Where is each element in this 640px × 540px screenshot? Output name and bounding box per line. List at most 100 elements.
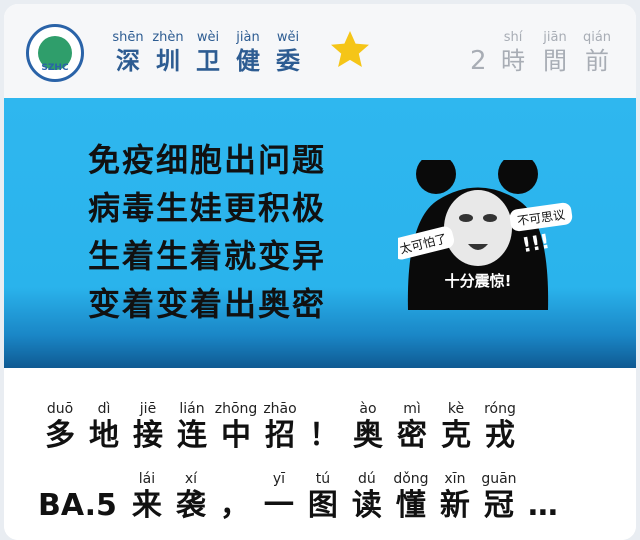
- headline-char: ào 奥: [346, 400, 390, 454]
- account-name[interactable]: shēn 深 zhèn 圳 wèi 卫 jiàn 健 wěi 委: [108, 30, 308, 76]
- meme-bubble-right: [509, 202, 573, 232]
- headline-row: duō 多 dì 地 jiē 接 lián 连 zhōng 中 zhāo 招！ ào 奥 mì 密 kè 克 rón…: [38, 400, 522, 454]
- title-char: wěi 委: [268, 30, 308, 76]
- headline-char: róng 戎: [478, 400, 522, 454]
- logo-text: SZHC: [41, 63, 69, 73]
- poem-line: 免疫细胞出问题: [88, 141, 327, 179]
- hanzi: 连: [177, 418, 207, 453]
- headline-char: tú 图: [301, 470, 345, 524]
- pinyin: róng: [484, 401, 516, 417]
- hanzi: 读: [351, 488, 382, 523]
- hanzi: 間: [543, 47, 567, 75]
- pinyin: zhāo: [263, 401, 297, 417]
- hanzi: 中: [221, 418, 251, 453]
- logo-emblem: [38, 36, 72, 70]
- hanzi: 懂: [395, 488, 426, 523]
- title-char: jiàn 健: [228, 30, 268, 76]
- pinyin: duō: [46, 401, 74, 417]
- pinyin: wěi: [276, 30, 300, 45]
- hanzi: 委: [276, 47, 300, 75]
- pinyin: xīn: [444, 471, 466, 487]
- headline-char: guān 冠: [477, 470, 521, 524]
- hanzi: 来: [131, 488, 162, 523]
- hanzi: 图: [307, 488, 338, 523]
- headline-char: …: [521, 470, 565, 524]
- hanzi: …: [527, 488, 558, 523]
- headline-char: dǒng 懂: [389, 470, 433, 524]
- hanzi: ！: [309, 418, 339, 453]
- hanzi: ，: [219, 488, 250, 523]
- hanzi: 深: [116, 47, 140, 75]
- headline-char: kè 克: [434, 400, 478, 454]
- meme-right-text: 不可思议: [516, 208, 565, 229]
- pinyin: jiān: [543, 30, 567, 45]
- hanzi: 戎: [485, 418, 515, 453]
- hanzi: 健: [236, 47, 260, 75]
- time-unit: shí 時 jiān 間 qián 前: [492, 30, 618, 76]
- headline-char: ！: [302, 400, 346, 454]
- pinyin: qián: [582, 30, 612, 45]
- pinyin: jiē: [139, 401, 157, 417]
- hanzi: 圳: [156, 47, 180, 75]
- headline-char: dú 读: [345, 470, 389, 524]
- headline-char: jiē 接: [126, 400, 170, 454]
- cover-banner[interactable]: 免疫细胞出问题 病毒生娃更积极 生着生着就变异 变着变着出奥密 太可怕了 不可思…: [4, 98, 636, 368]
- star-icon[interactable]: [328, 28, 372, 72]
- title-char: zhèn 圳: [148, 30, 188, 76]
- headline-char: mì 密: [390, 400, 434, 454]
- time-number: 2: [470, 46, 487, 76]
- article-headline[interactable]: duō 多 dì 地 jiē 接 lián 连 zhōng 中 zhāo 招！ ào 奥 mì 密 kè 克 rón…: [4, 368, 636, 540]
- pinyin: shí: [503, 30, 523, 45]
- variant-label: BA.5: [38, 488, 117, 523]
- hanzi: 地: [89, 418, 119, 453]
- title-char: shēn 深: [108, 30, 148, 76]
- time-char: qián 前: [576, 30, 618, 76]
- post-time: 2 shí 時 jiān 間 qián 前: [470, 30, 618, 76]
- headline-char: xí 袭: [169, 470, 213, 524]
- headline-char: lián 连: [170, 400, 214, 454]
- headline-char: ，: [213, 470, 257, 524]
- account-header: SZHC shēn 深 zhèn 圳 wèi 卫 jiàn 健 wěi 委 2 shí 時 jiān 間…: [4, 4, 636, 98]
- hanzi: 冠: [483, 488, 514, 523]
- hanzi: 時: [501, 47, 525, 75]
- headline-char: xīn 新: [433, 470, 477, 524]
- meme-ear-right: [498, 160, 538, 194]
- headline-char: duō 多: [38, 400, 82, 454]
- shocked-panda-meme: 太可怕了 不可思议 !!! 十分震惊!: [398, 160, 573, 310]
- meme-caption: 十分震惊!: [445, 272, 512, 290]
- hanzi: 奥: [353, 418, 383, 453]
- headline-char: yī 一: [257, 470, 301, 524]
- headline-row: BA.5 lái 来 xí 袭， yī 一 tú 图 dú 读 dǒng 懂 xīn 新 guān 冠…: [38, 470, 565, 524]
- pinyin: dì: [97, 401, 111, 417]
- hanzi: 卫: [196, 47, 220, 75]
- hanzi: 多: [45, 418, 75, 453]
- hanzi: 新: [439, 488, 470, 523]
- headline-char: dì 地: [82, 400, 126, 454]
- meme-face: [444, 190, 512, 266]
- meme-bubble-left: [398, 226, 455, 260]
- hanzi: 袭: [175, 488, 206, 523]
- pinyin: mì: [403, 401, 421, 417]
- poem-line: 变着变着出奥密: [88, 285, 327, 323]
- hanzi: 招: [265, 418, 295, 453]
- pinyin: shēn: [112, 30, 144, 45]
- pinyin: xí: [184, 471, 198, 487]
- pinyin: yī: [272, 471, 286, 487]
- headline-char: lái 来: [125, 470, 169, 524]
- pinyin: guān: [481, 471, 517, 487]
- banner-poem: 免疫细胞出问题 病毒生娃更积极 生着生着就变异 变着变着出奥密: [88, 136, 326, 328]
- pinyin: tú: [315, 471, 331, 487]
- pinyin: dǒng: [393, 471, 429, 487]
- title-char: wèi 卫: [188, 30, 228, 76]
- poem-line: 病毒生娃更积极: [88, 189, 327, 227]
- pinyin: lián: [179, 401, 205, 417]
- pinyin: zhèn: [152, 30, 184, 45]
- hanzi: 一: [263, 488, 294, 523]
- pinyin: kè: [447, 401, 465, 417]
- account-logo[interactable]: SZHC: [26, 24, 84, 82]
- pinyin: lái: [138, 471, 156, 487]
- article-card[interactable]: SZHC shēn 深 zhèn 圳 wèi 卫 jiàn 健 wěi 委 2 shí 時 jiān 間…: [4, 4, 636, 540]
- meme-ear-left: [416, 160, 456, 194]
- hanzi: 密: [397, 418, 427, 453]
- pinyin: wèi: [196, 30, 220, 45]
